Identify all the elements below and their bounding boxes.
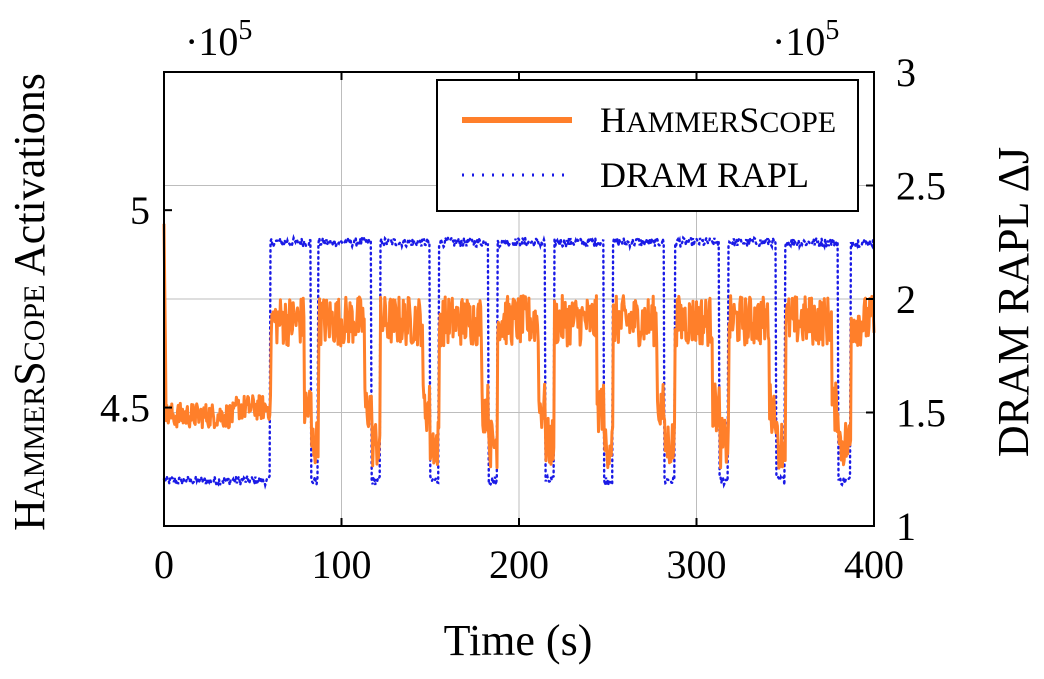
legend-label-hammerscope: HAMMERSCOPE [600,100,836,140]
x-axis-label: Time (s) [444,616,593,665]
x-tick-label: 100 [312,542,372,587]
y-left-tick-label: 4.5 [100,386,150,431]
y-right-tick-label: 3 [896,50,916,95]
y-left-tick-labels: 4.55 [100,188,150,430]
x-tick-label: 0 [154,542,174,587]
x-tick-label: 300 [667,542,727,587]
right-exponent-label: ·105 [772,15,839,64]
y-right-tick-labels: 1 1.5 2 2.5 3 [896,50,946,549]
y-left-axis-label: HAMMERSCOPE Activations [5,73,54,531]
x-tick-label: 400 [844,542,904,587]
y-right-tick-label: 1.5 [896,391,946,436]
rapl-line [162,233,876,490]
x-tick-labels: 0 100 200 300 400 [154,542,904,587]
x-tick-label: 200 [489,542,549,587]
y-right-tick-label: 2.5 [896,164,946,209]
legend-box [436,79,859,212]
y-right-axis-label: DRAM RAPL ΔJ [989,147,1038,457]
series-dram-rapl [162,233,876,490]
y-right-tick-label: 2 [896,277,916,322]
left-exponent-label: ·105 [185,15,252,64]
legend: HAMMERSCOPE DRAM RAPL [436,79,859,212]
legend-label-dram-rapl: DRAM RAPL [600,155,809,195]
axis-ticks [163,71,875,527]
y-right-tick-label: 1 [896,504,916,549]
series-hammerscope [162,223,876,470]
y-left-tick-label: 5 [130,188,150,233]
hammerscope-line [162,223,876,470]
